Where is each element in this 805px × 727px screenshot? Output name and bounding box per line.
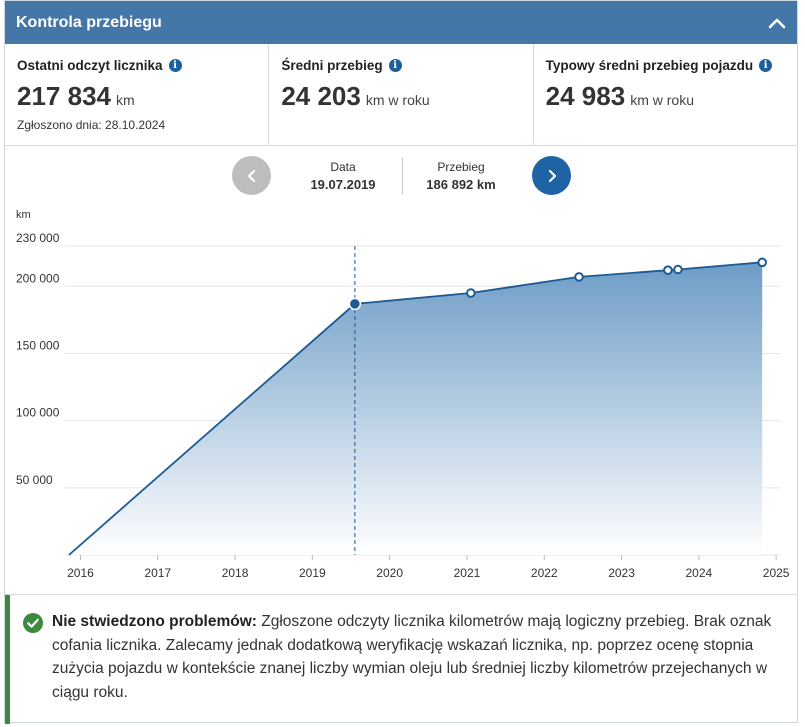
next-reading-button[interactable]	[532, 156, 571, 195]
stat-sub: Zgłoszono dnia: 28.10.2024	[17, 118, 166, 132]
info-icon[interactable]: i	[168, 59, 182, 72]
mileage-chart: km 2016 2017 2018 2019 2020 2021 2022 2023 2024 2…	[16, 209, 790, 580]
y-tick-label: 50 000	[16, 473, 53, 487]
stat-label: Średni przebieg	[281, 58, 383, 73]
x-tick-label: 2022	[531, 566, 558, 580]
stat-value: 217 834	[17, 81, 111, 111]
y-tick-label: 150 000	[16, 338, 60, 352]
panel-title: Kontrola przebiegu	[16, 13, 162, 31]
data-point[interactable]	[673, 264, 683, 275]
stat-average-mileage: Średni przebieg i 24 203 km w roku	[269, 44, 534, 145]
mileage-area	[68, 262, 763, 555]
x-tick-label: 2017	[144, 566, 171, 580]
x-tick-label: 2024	[685, 566, 712, 580]
chevron-up-icon	[768, 18, 786, 28]
info-icon[interactable]: i	[759, 59, 773, 72]
data-point[interactable]	[757, 257, 768, 268]
status-accent-bar	[5, 595, 10, 724]
data-point[interactable]	[574, 272, 584, 282]
navigator-divider	[402, 158, 403, 194]
info-icon[interactable]: i	[388, 59, 402, 72]
date-value: 19.07.2019	[310, 177, 376, 192]
stat-unit: km	[115, 92, 135, 108]
data-point[interactable]	[466, 288, 476, 298]
panel-header[interactable]: Kontrola przebiegu	[5, 1, 797, 44]
y-tick-label: 230 000	[16, 231, 60, 245]
x-tick-label: 2019	[299, 566, 326, 580]
status-message: Nie stwiedzono problemów: Zgłoszone odcz…	[52, 610, 777, 704]
stat-label: Ostatni odczyt licznika	[17, 58, 163, 73]
data-point[interactable]	[663, 265, 673, 275]
mileage-caption: Przebieg	[437, 160, 485, 174]
chevron-right-icon	[548, 169, 556, 182]
y-tick-label: 200 000	[16, 271, 60, 285]
stat-unit: km w roku	[630, 92, 694, 108]
collapse-toggle[interactable]	[757, 1, 797, 44]
mileage-value: 186 892 km	[426, 177, 496, 192]
stat-value: 24 203	[281, 81, 361, 111]
reading-navigator: Data 19.07.2019 Przebieg 186 892 km	[5, 156, 797, 196]
x-tick-label: 2021	[454, 566, 481, 580]
status-title: Nie stwiedzono problemów:	[52, 613, 257, 630]
mileage-panel: Kontrola przebiegu Ostatni odczyt liczni…	[4, 0, 798, 724]
stats-row: Ostatni odczyt licznika i 217 834 km Zgłos…	[5, 44, 797, 146]
selected-mileage: Przebieg 186 892 km	[413, 160, 509, 192]
stat-last-reading: Ostatni odczyt licznika i 217 834 km Zgłos…	[5, 44, 270, 145]
y-tick-label: 100 000	[16, 406, 60, 420]
stat-unit: km w roku	[365, 92, 430, 108]
stat-typical-mileage: Typowy średni przebieg pojazdu i 24 983 km…	[534, 44, 797, 145]
date-caption: Data	[330, 160, 356, 174]
selected-date: Data 19.07.2019	[298, 160, 388, 192]
status-text: Zgłoszone odczyty licznika kilometrów ma…	[52, 613, 772, 701]
previous-reading-button[interactable]	[232, 156, 271, 195]
status-banner: Nie stwiedzono problemów: Zgłoszone odcz…	[5, 594, 797, 724]
stat-label: Typowy średni przebieg pojazdu	[545, 58, 754, 73]
x-tick-label: 2018	[222, 566, 249, 580]
x-tick-label: 2023	[608, 566, 635, 580]
y-axis-label: km	[16, 209, 31, 221]
data-point-selected[interactable]	[348, 297, 362, 311]
stat-value: 24 983	[545, 81, 626, 111]
x-tick-label: 2020	[376, 566, 403, 580]
chevron-left-icon	[247, 169, 255, 182]
x-tick-label: 2025	[763, 566, 790, 580]
x-tick-label: 2016	[67, 566, 94, 580]
check-circle-icon	[23, 613, 43, 633]
